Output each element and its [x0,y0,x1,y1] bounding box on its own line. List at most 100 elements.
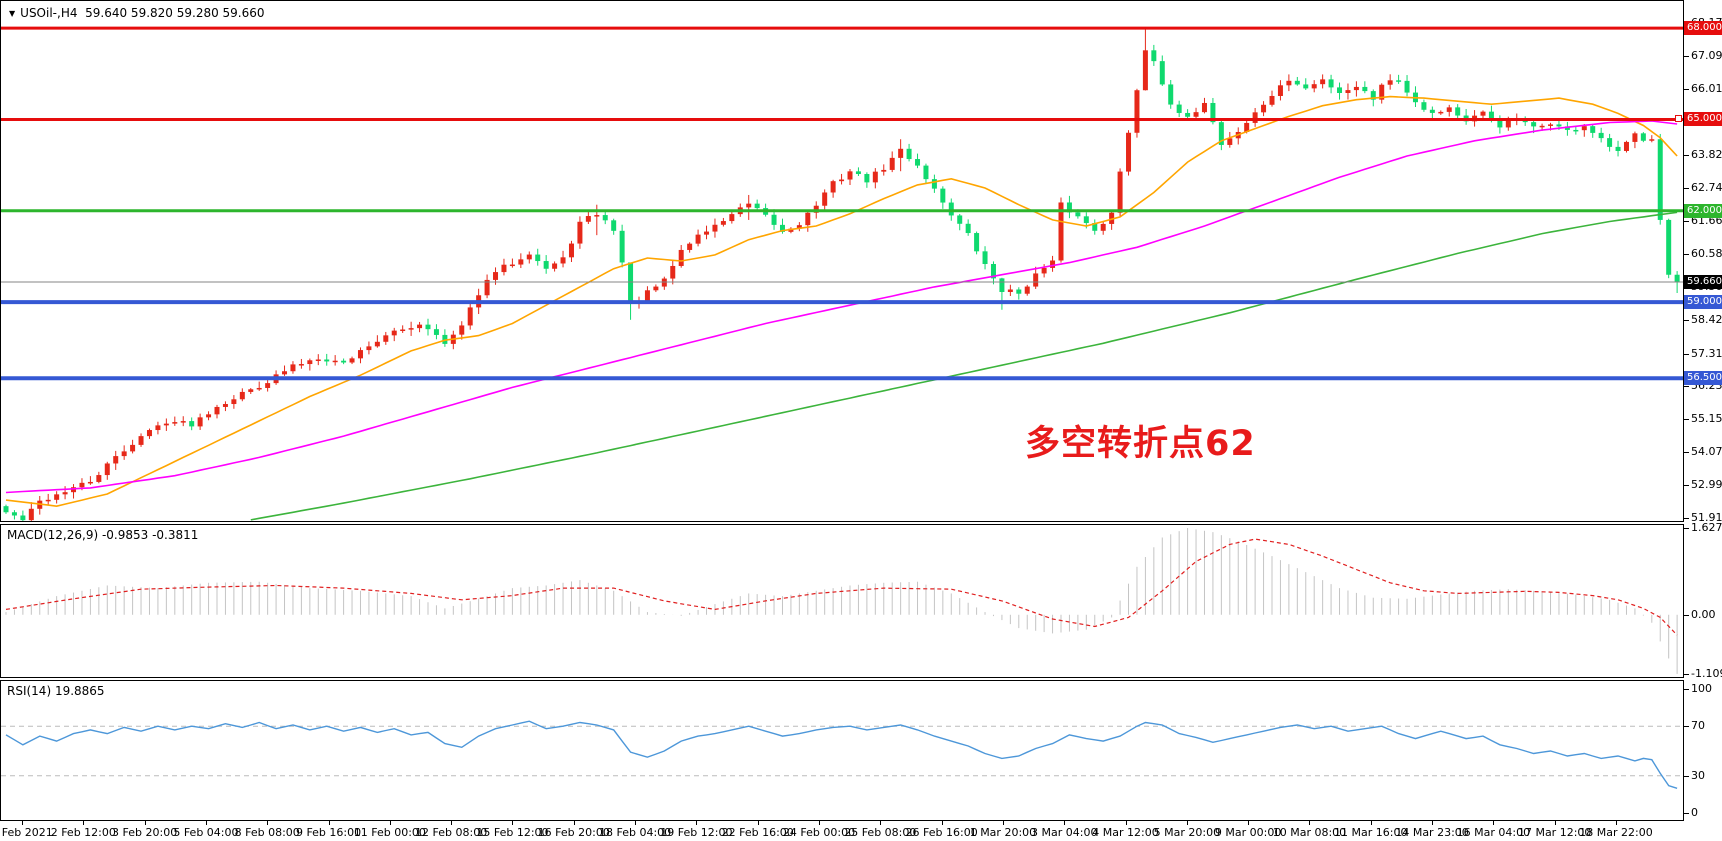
time-label: 22 Feb 16:00 [721,826,794,839]
price-tick-label: 66.010 [1691,81,1722,95]
time-tick-mark [941,821,943,825]
time-label: 1 Mar 20:00 [969,826,1037,839]
rsi-tick-mark [1684,726,1689,728]
time-label: 3 Mar 04:00 [1030,826,1098,839]
medium-ma-line [5,120,1678,494]
time-tick-mark [22,821,23,825]
time-label: 26 Feb 16:00 [905,826,978,839]
price-tick-label: 63.820 [1691,148,1722,162]
rsi-tick-label: 70 [1691,719,1705,733]
price-tick-label: 60.580 [1691,247,1722,261]
macd-tick-label: 1.6279 [1691,521,1722,534]
time-tick-mark [635,821,637,825]
main-chart-pane[interactable]: ▼ USOil-,H4 59.640 59.820 59.280 59.660 多… [0,0,1684,522]
time-label: 18 Feb 04:00 [598,826,672,839]
price-tick-label: 67.090 [1691,48,1722,62]
macd-histogram [5,528,1678,674]
price-tick-mark [1684,452,1689,454]
time-label: 3 Feb 20:00 [112,826,178,839]
time-tick-mark [1432,821,1434,825]
time-label: 17 Mar 12:00 [1517,826,1592,839]
slow-ma-line [250,211,1678,521]
rsi-label: RSI(14) 19.8865 [7,684,105,698]
price-tick-label: 62.740 [1691,181,1722,195]
time-tick-mark [1186,821,1188,825]
time-label: 1 Feb 2021 [0,826,53,839]
price-tick-mark [1684,386,1689,388]
rsi-tick-label: 100 [1691,682,1712,695]
time-label: 16 Feb 20:00 [537,826,610,839]
time-label: 5 Mar 20:00 [1153,826,1221,839]
price-tick-mark [1684,353,1689,355]
time-tick-mark [1554,821,1556,825]
rsi-canvas[interactable] [1,681,1683,820]
time-tick-mark [1002,821,1004,825]
time-tick-mark [1616,821,1617,825]
time-label: 11 Feb 00:00 [353,826,426,839]
symbol-timeframe: USOil-,H4 [20,6,78,20]
rsi-tick-mark [1684,775,1689,777]
price-tick-mark [1684,254,1689,256]
time-label: 11 Mar 16:00 [1334,826,1408,839]
time-tick-mark [1248,821,1250,825]
time-label: 5 Feb 04:00 [173,826,239,839]
rsi-pane[interactable]: RSI(14) 19.8865 [0,680,1684,821]
time-tick-mark [144,821,146,825]
price-tick-mark [1684,518,1689,520]
time-label: 24 Feb 00:00 [782,826,856,839]
chart-title: ▼ USOil-,H4 59.640 59.820 59.280 59.660 [9,6,265,20]
time-tick-mark [1370,821,1372,825]
time-label: 12 Feb 08:00 [415,826,488,839]
price-tick-label: 55.150 [1691,412,1722,426]
fast-ma-line [5,95,1678,508]
current-price-label: 59.660 [1684,275,1722,290]
price-tick-mark [1684,155,1689,157]
time-label: 19 Feb 12:00 [660,826,733,839]
price-tick-mark [1684,88,1689,90]
time-tick-mark [1064,821,1066,825]
macd-tick-mark [1684,614,1689,616]
level-price-label-56.500[interactable]: 56.500 [1684,371,1722,386]
price-tick-label: 54.070 [1691,445,1722,459]
macd-label: MACD(12,26,9) -0.9853 -0.3811 [7,528,199,542]
price-tick-label: 58.420 [1691,312,1722,326]
price-tick-mark [1684,319,1689,321]
rsi-tick-mark [1684,689,1689,690]
time-label: 10 Mar 08:00 [1272,826,1347,839]
time-tick-mark [205,821,207,825]
level-price-label-59.000[interactable]: 59.000 [1684,295,1722,310]
level-price-label-65.000[interactable]: 65.000 [1684,112,1722,127]
price-tick-mark [1684,188,1689,190]
time-tick-mark [328,821,330,825]
macd-tick-label: 0.00 [1691,607,1716,621]
level-price-label-68.000[interactable]: 68.000 [1684,21,1722,36]
time-tick-mark [757,821,759,825]
time-label: 4 Mar 12:00 [1092,826,1159,839]
time-tick-mark [451,821,453,825]
price-tick-mark [1684,55,1689,57]
time-label: 18 Mar 22:00 [1579,826,1653,839]
time-label: 25 Feb 08:00 [844,826,917,839]
rsi-line [5,720,1678,789]
rsi-tick-mark [1684,813,1689,814]
rsi-tick-label: 30 [1691,768,1705,782]
time-tick-mark [267,821,269,825]
level-line-handle[interactable] [1675,115,1682,123]
macd-tick-label: -1.1097 [1691,666,1722,680]
time-tick-mark [389,821,391,825]
time-label: 8 Feb 08:00 [234,826,300,839]
chevron-down-icon[interactable]: ▼ [9,9,16,18]
price-tick-label: 57.310 [1691,346,1722,360]
trade-annotation-text[interactable]: 多空转折点62 [1025,424,1256,464]
price-tick-label: 52.990 [1691,478,1722,492]
macd-canvas[interactable] [1,525,1683,677]
macd-pane[interactable]: MACD(12,26,9) -0.9853 -0.3811 [0,524,1684,678]
price-tick-label: 51.910 [1691,511,1722,525]
macd-signal-line [5,538,1678,636]
candlestick-canvas[interactable] [1,1,1683,521]
time-tick-mark [573,821,575,825]
level-price-label-62.000[interactable]: 62.000 [1684,203,1722,218]
time-tick-mark [512,821,514,825]
